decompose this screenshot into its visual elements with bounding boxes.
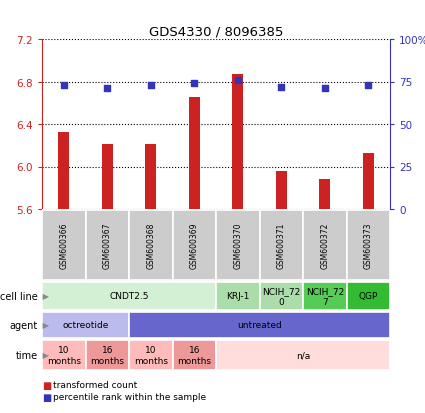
Text: ▶: ▶ [40,292,49,301]
Text: 16
months: 16 months [177,345,211,365]
Text: ■: ■ [42,392,51,402]
Text: n/a: n/a [296,351,310,360]
Bar [260,282,303,310]
Text: ▶: ▶ [40,351,49,360]
Text: cell line: cell line [0,291,38,301]
Text: GSM600373: GSM600373 [364,222,373,268]
Bar [303,211,346,280]
Bar [363,153,374,209]
Bar [129,340,173,370]
Point [104,86,111,93]
Text: QGP: QGP [359,292,378,301]
Bar [102,145,113,209]
Text: NCIH_72
0: NCIH_72 0 [262,287,300,306]
Bar [260,211,303,280]
Bar [129,312,390,338]
Bar [42,312,129,338]
Bar [42,282,216,310]
Bar [173,340,216,370]
Bar [58,133,69,209]
Text: KRJ-1: KRJ-1 [226,292,249,301]
Text: GSM600370: GSM600370 [233,222,242,268]
Bar [216,282,260,310]
Text: GSM600366: GSM600366 [59,222,68,268]
Bar [42,340,85,370]
Point [60,82,67,89]
Text: GSM600369: GSM600369 [190,222,199,268]
Text: agent: agent [9,320,38,330]
Point [191,81,198,87]
Bar [303,282,346,310]
Bar [85,340,129,370]
Bar [319,180,330,209]
Bar [173,211,216,280]
Text: GSM600367: GSM600367 [103,222,112,268]
Bar [189,98,200,209]
Bar [145,145,156,209]
Text: 10
months: 10 months [134,345,168,365]
Point [278,84,285,91]
Text: NCIH_72
7: NCIH_72 7 [306,287,344,306]
Text: GSM600368: GSM600368 [146,222,155,268]
Text: ■: ■ [42,380,51,390]
Bar [85,211,129,280]
Bar [129,211,173,280]
Bar [216,340,390,370]
Text: 16
months: 16 months [90,345,124,365]
Text: GSM600372: GSM600372 [320,222,329,268]
Title: GDS4330 / 8096385: GDS4330 / 8096385 [149,26,283,39]
Bar [276,171,287,209]
Text: 10
months: 10 months [47,345,81,365]
Text: CNDT2.5: CNDT2.5 [109,292,149,301]
Bar [346,282,390,310]
Point [147,82,154,89]
Text: transformed count: transformed count [53,380,137,389]
Text: ▶: ▶ [40,321,49,330]
Point [321,86,328,93]
Bar [216,211,260,280]
Text: untreated: untreated [237,321,282,330]
Text: time: time [16,350,38,360]
Bar [232,75,243,209]
Bar [346,211,390,280]
Point [234,77,241,84]
Text: percentile rank within the sample: percentile rank within the sample [53,392,206,401]
Bar [42,211,85,280]
Point [365,82,371,89]
Text: octreotide: octreotide [62,321,109,330]
Text: GSM600371: GSM600371 [277,222,286,268]
